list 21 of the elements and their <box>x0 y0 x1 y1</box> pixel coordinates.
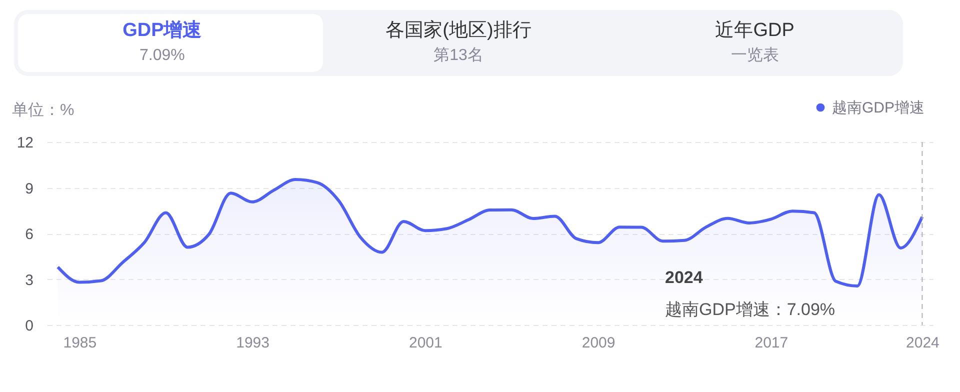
text: 第13名 <box>434 47 484 64</box>
annotation: 越南GDP增速：7.09% <box>665 300 836 319</box>
text: 一览表 <box>730 46 779 64</box>
y-tick-label: 6 <box>25 226 34 243</box>
text: 近年GDP <box>715 20 794 41</box>
legend-label: 越南GDP增速 <box>832 100 925 116</box>
x-tick-label: 2017 <box>754 334 788 352</box>
y-tick-label: 12 <box>16 134 34 152</box>
x-tick-label: 2024 <box>906 334 940 352</box>
text: 各国家(地区)排行 <box>386 19 532 41</box>
y-axis-title: 单位：% <box>12 101 74 119</box>
text: 7.09% <box>139 47 185 64</box>
text: GDP增速 <box>122 19 202 41</box>
annotation: 2024 <box>665 268 704 287</box>
x-tick-label: 1993 <box>236 334 270 352</box>
y-tick-label: 0 <box>25 318 34 334</box>
y-tick-label: 9 <box>25 180 34 198</box>
x-tick-label: 1985 <box>63 334 97 352</box>
x-tick-label: 2001 <box>408 334 442 352</box>
x-tick-label: 2009 <box>582 334 616 352</box>
y-tick-label: 3 <box>25 272 34 289</box>
